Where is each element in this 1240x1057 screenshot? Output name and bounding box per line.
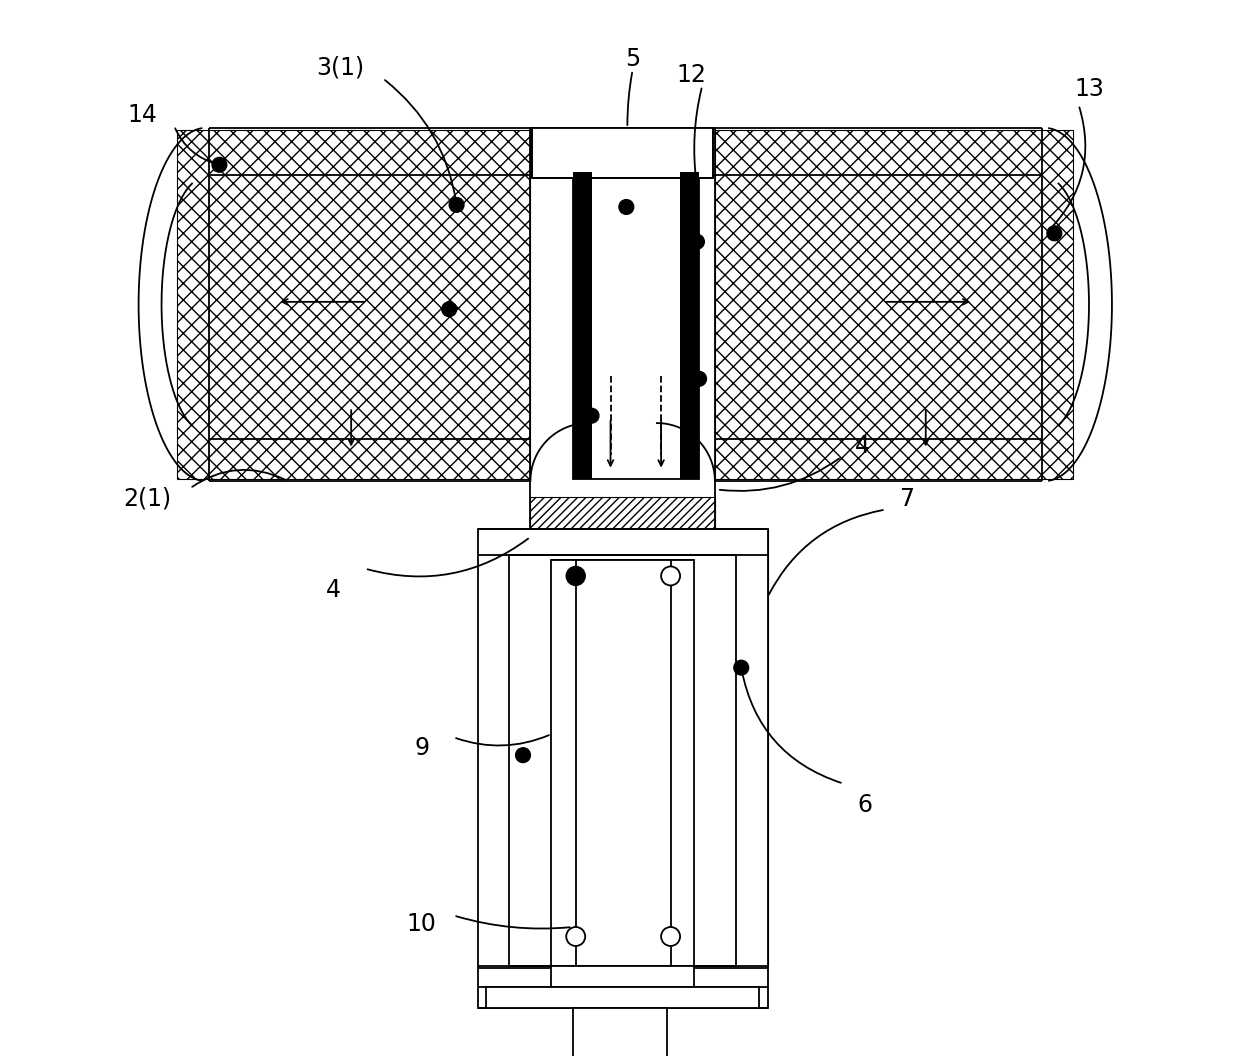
- Bar: [552, 966, 694, 987]
- Text: 3(1): 3(1): [316, 56, 365, 80]
- Text: 12: 12: [677, 63, 707, 87]
- Bar: [477, 528, 768, 1008]
- Bar: [573, 172, 699, 479]
- Circle shape: [689, 235, 704, 249]
- Circle shape: [441, 302, 456, 317]
- Bar: [573, 1008, 667, 1057]
- Text: 7: 7: [899, 487, 914, 511]
- Text: 4: 4: [854, 434, 870, 459]
- Circle shape: [734, 661, 749, 675]
- Bar: [510, 560, 737, 966]
- Text: 4: 4: [326, 577, 341, 601]
- Bar: [486, 987, 759, 1008]
- Circle shape: [661, 567, 680, 586]
- Bar: [680, 172, 699, 479]
- Bar: [715, 130, 1074, 479]
- Text: 5: 5: [625, 48, 640, 72]
- Text: 14: 14: [128, 104, 157, 127]
- Text: 13: 13: [1074, 77, 1104, 100]
- Text: 9: 9: [414, 736, 429, 760]
- Bar: [531, 497, 715, 528]
- Text: 6: 6: [857, 793, 872, 817]
- Circle shape: [449, 198, 464, 212]
- Bar: [510, 555, 737, 966]
- Text: 10: 10: [407, 912, 436, 935]
- Bar: [552, 560, 694, 966]
- Circle shape: [212, 157, 227, 172]
- Bar: [737, 528, 768, 966]
- Circle shape: [567, 567, 585, 586]
- Circle shape: [567, 927, 585, 946]
- Circle shape: [661, 927, 680, 946]
- Circle shape: [516, 747, 531, 762]
- Bar: [177, 130, 531, 479]
- Bar: [532, 128, 713, 179]
- Circle shape: [584, 408, 599, 423]
- Text: 2(1): 2(1): [124, 487, 172, 511]
- Bar: [477, 528, 510, 966]
- Circle shape: [1047, 226, 1061, 241]
- Circle shape: [619, 200, 634, 215]
- Circle shape: [692, 371, 707, 386]
- Bar: [573, 172, 591, 479]
